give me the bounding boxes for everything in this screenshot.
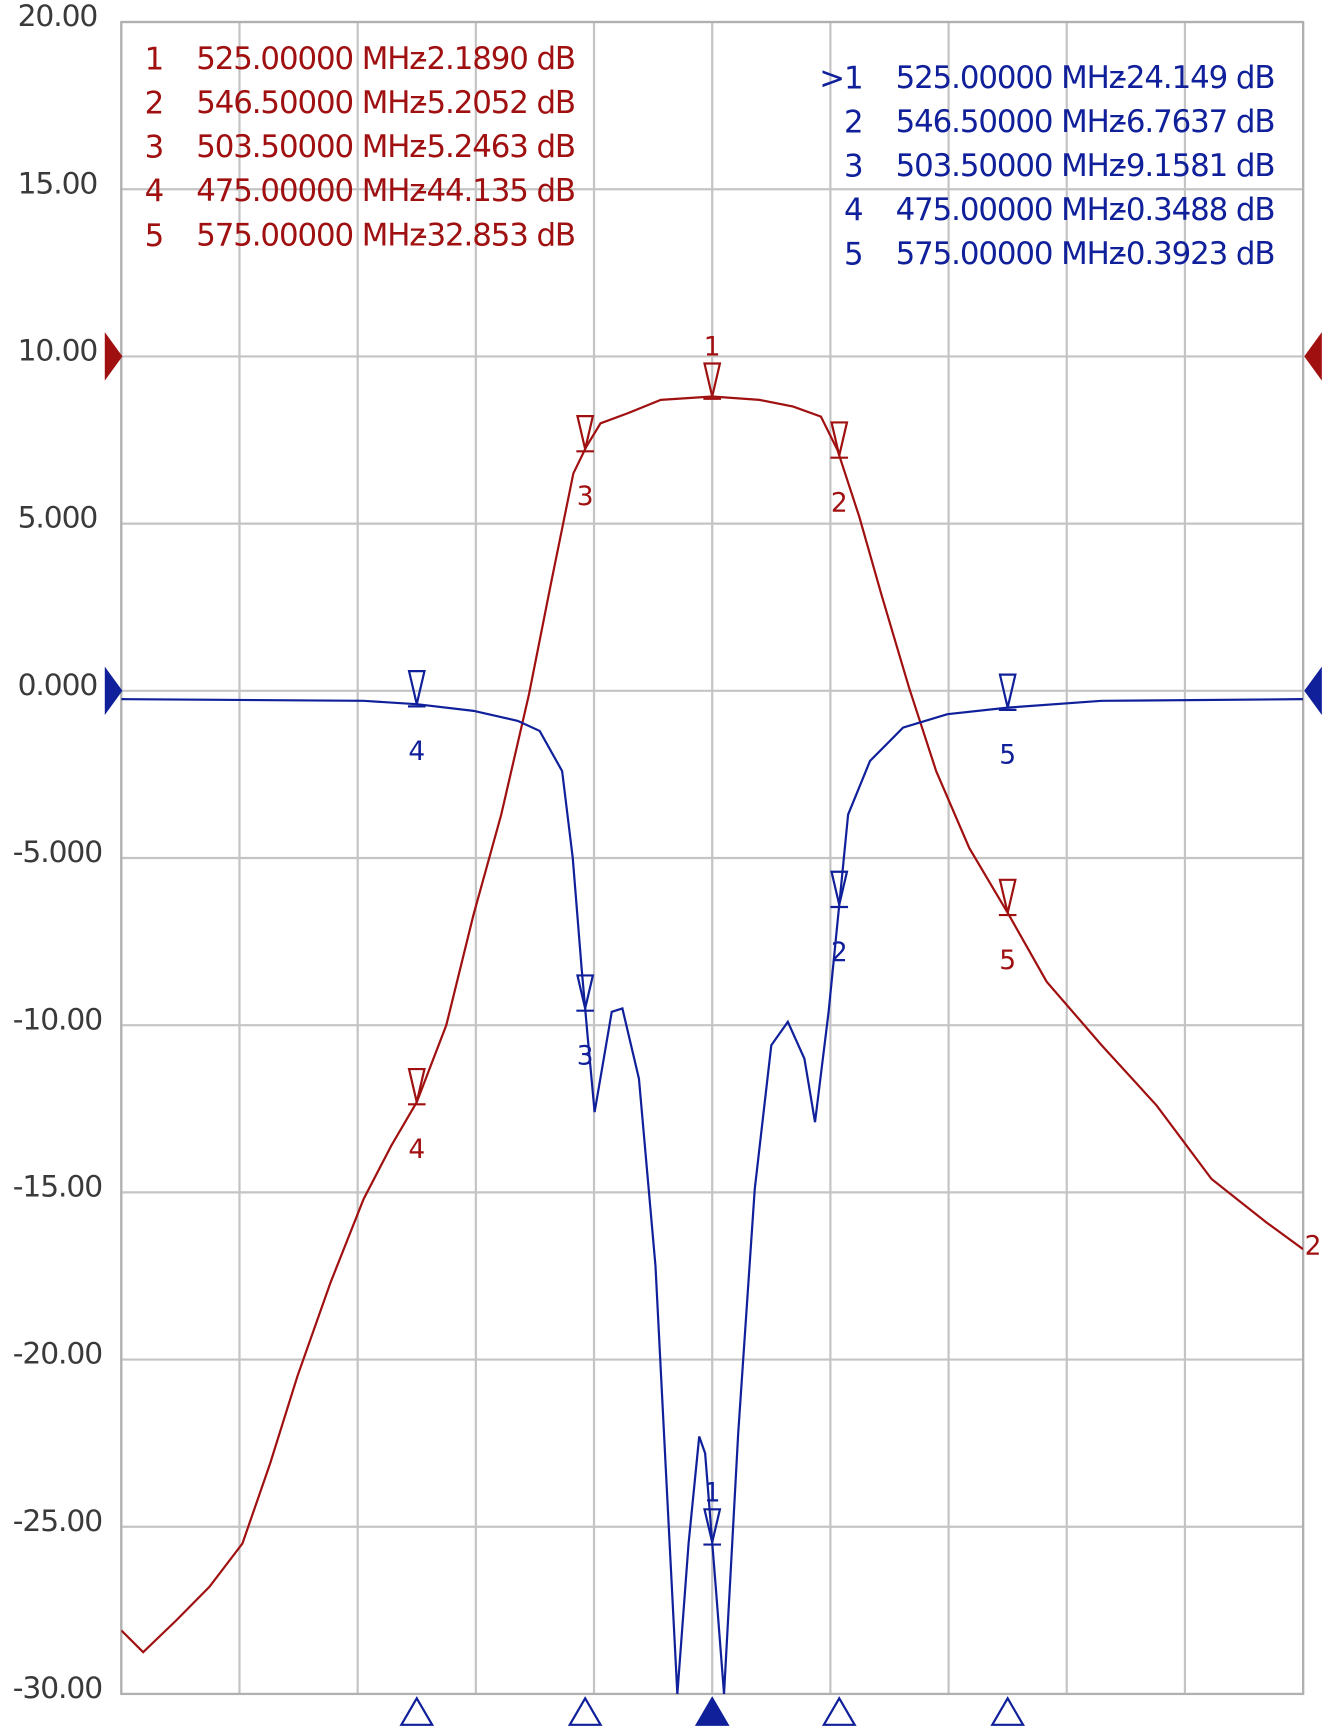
reference-marker bbox=[1304, 332, 1322, 381]
marker-label: 2 bbox=[831, 487, 848, 518]
reference-marker bbox=[104, 332, 123, 381]
readout-frequency: 503.50000 MHz bbox=[896, 148, 1124, 184]
readout-id: 3 bbox=[145, 129, 164, 165]
readout-value: -6.7637 dB bbox=[1116, 104, 1274, 140]
readout-frequency: 503.50000 MHz bbox=[196, 129, 424, 165]
readout-number: 5 bbox=[844, 236, 863, 272]
readout-value: -24.149 dB bbox=[1116, 60, 1274, 96]
readout-frequency: 475.00000 MHz bbox=[196, 173, 424, 209]
y-tick-label: -15.00 bbox=[13, 1169, 102, 1204]
readout-number: 1 bbox=[844, 60, 863, 96]
trace bbox=[121, 698, 1304, 1694]
readout-number: 3 bbox=[145, 129, 164, 165]
readout-frequency: 525.00000 MHz bbox=[896, 60, 1124, 96]
readout-frequency: 546.50000 MHz bbox=[196, 85, 424, 121]
trace-marker bbox=[998, 878, 1017, 914]
frequency-indicator bbox=[694, 1696, 730, 1726]
trace-marker bbox=[830, 421, 849, 456]
readout-id: 2 bbox=[844, 104, 863, 140]
trace-marker bbox=[576, 974, 595, 1009]
readout-value: -0.3488 dB bbox=[1116, 192, 1274, 228]
marker-label: 1 bbox=[704, 1477, 721, 1508]
readout-id: 3 bbox=[844, 148, 863, 184]
marker-label: 1 bbox=[704, 332, 721, 363]
y-tick-label: -5.000 bbox=[13, 835, 102, 870]
y-tick-label: 5.000 bbox=[18, 501, 98, 536]
readout-prefix: > bbox=[819, 60, 844, 96]
readout-id: 4 bbox=[844, 192, 863, 228]
trace-marker bbox=[703, 1508, 722, 1543]
y-tick-label: 15.00 bbox=[18, 166, 98, 201]
trace-marker bbox=[407, 1067, 426, 1103]
readout-frequency: 575.00000 MHz bbox=[896, 236, 1124, 272]
readout-id: 1 bbox=[145, 41, 164, 77]
trace-label: 2 bbox=[1305, 1231, 1322, 1262]
readout-id: 5 bbox=[844, 236, 863, 272]
marker-label: 3 bbox=[577, 481, 594, 512]
marker-label: 4 bbox=[408, 736, 425, 767]
readout-id: >1 bbox=[819, 60, 862, 96]
frequency-indicator bbox=[567, 1696, 603, 1726]
plot-frame bbox=[120, 20, 1305, 1696]
y-tick-label: -20.00 bbox=[13, 1337, 102, 1372]
y-tick-label: -30.00 bbox=[13, 1671, 102, 1706]
trace-marker bbox=[703, 362, 722, 397]
readout-number: 2 bbox=[145, 85, 164, 121]
reference-marker bbox=[104, 666, 123, 716]
readout-id: 4 bbox=[145, 173, 164, 209]
readout-value: -2.1890 dB bbox=[416, 41, 575, 77]
readout-number: 5 bbox=[145, 217, 164, 253]
readout-value: -0.3923 dB bbox=[1116, 236, 1274, 272]
readout-number: 4 bbox=[145, 173, 164, 209]
readout-frequency: 525.00000 MHz bbox=[196, 41, 424, 77]
readout-number: 3 bbox=[844, 148, 863, 184]
marker-label: 5 bbox=[999, 945, 1016, 976]
trace-marker bbox=[407, 670, 426, 705]
readout-value: -5.2463 dB bbox=[416, 129, 575, 165]
readout-value: -44.135 dB bbox=[416, 173, 575, 209]
readout-value: -32.853 dB bbox=[416, 217, 575, 253]
readout-id: 2 bbox=[145, 85, 164, 121]
marker-label: 3 bbox=[577, 1040, 594, 1071]
readout-value: -5.2052 dB bbox=[416, 85, 575, 121]
frequency-indicator bbox=[990, 1696, 1025, 1726]
trace bbox=[121, 395, 1304, 1654]
trace-marker bbox=[576, 414, 595, 450]
y-tick-label: -10.00 bbox=[13, 1002, 102, 1037]
readout-number: 4 bbox=[844, 192, 863, 228]
readout-number: 2 bbox=[844, 104, 863, 140]
y-tick-label: 0.000 bbox=[18, 668, 98, 703]
marker-label: 4 bbox=[408, 1134, 425, 1165]
readout-frequency: 475.00000 MHz bbox=[896, 192, 1124, 228]
readout-number: 1 bbox=[145, 41, 164, 77]
readout-value: -9.1581 dB bbox=[1116, 148, 1274, 184]
frequency-indicator bbox=[821, 1696, 857, 1726]
trace-marker bbox=[830, 870, 849, 906]
marker-label: 5 bbox=[999, 740, 1016, 771]
y-tick-label: -25.00 bbox=[13, 1504, 102, 1539]
readout-frequency: 575.00000 MHz bbox=[196, 217, 424, 253]
marker-label: 2 bbox=[831, 937, 848, 968]
y-tick-label: 10.00 bbox=[18, 334, 98, 369]
readout-frequency: 546.50000 MHz bbox=[896, 104, 1124, 140]
reference-marker bbox=[1304, 666, 1322, 716]
y-tick-label: 20.00 bbox=[18, 0, 98, 34]
frequency-indicator bbox=[399, 1696, 435, 1726]
trace-marker bbox=[998, 673, 1017, 708]
readout-id: 5 bbox=[145, 217, 164, 253]
